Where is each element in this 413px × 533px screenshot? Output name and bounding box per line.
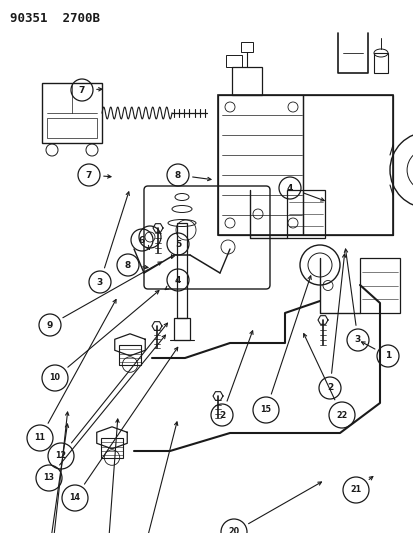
Bar	[287, 190, 324, 238]
Bar	[302, 95, 392, 235]
Bar	[177, 223, 187, 318]
Text: 8: 8	[174, 171, 181, 180]
Text: 15: 15	[260, 406, 271, 415]
Text: 4: 4	[174, 276, 181, 285]
Bar	[225, 55, 242, 67]
Text: 7: 7	[78, 85, 85, 94]
Text: 2: 2	[218, 410, 225, 419]
Text: 10: 10	[50, 374, 60, 383]
Text: 14: 14	[69, 494, 80, 503]
Bar	[359, 258, 399, 313]
Bar	[373, 53, 387, 73]
Text: 6: 6	[138, 236, 145, 245]
Text: 13: 13	[43, 473, 55, 482]
Text: 20: 20	[228, 528, 239, 533]
Text: 5: 5	[174, 239, 181, 248]
Bar	[240, 42, 252, 52]
Bar	[218, 95, 392, 235]
Text: 4: 4	[286, 183, 292, 192]
Text: 1: 1	[384, 351, 390, 360]
Text: 11: 11	[34, 433, 45, 442]
Bar	[218, 95, 302, 235]
Bar	[101, 438, 123, 458]
Text: 3: 3	[354, 335, 360, 344]
Text: 3: 3	[97, 278, 103, 287]
Bar	[119, 345, 141, 365]
Text: 8: 8	[125, 261, 131, 270]
Bar	[47, 118, 97, 138]
Bar	[173, 318, 190, 340]
Text: 12: 12	[55, 451, 66, 461]
Bar	[42, 83, 102, 143]
Text: 21: 21	[349, 486, 361, 495]
Text: 7: 7	[85, 171, 92, 180]
Text: 2: 2	[326, 384, 332, 392]
Text: 9: 9	[47, 320, 53, 329]
Text: 22: 22	[335, 410, 347, 419]
Text: 90351  2700B: 90351 2700B	[10, 12, 100, 25]
Bar	[231, 67, 261, 95]
